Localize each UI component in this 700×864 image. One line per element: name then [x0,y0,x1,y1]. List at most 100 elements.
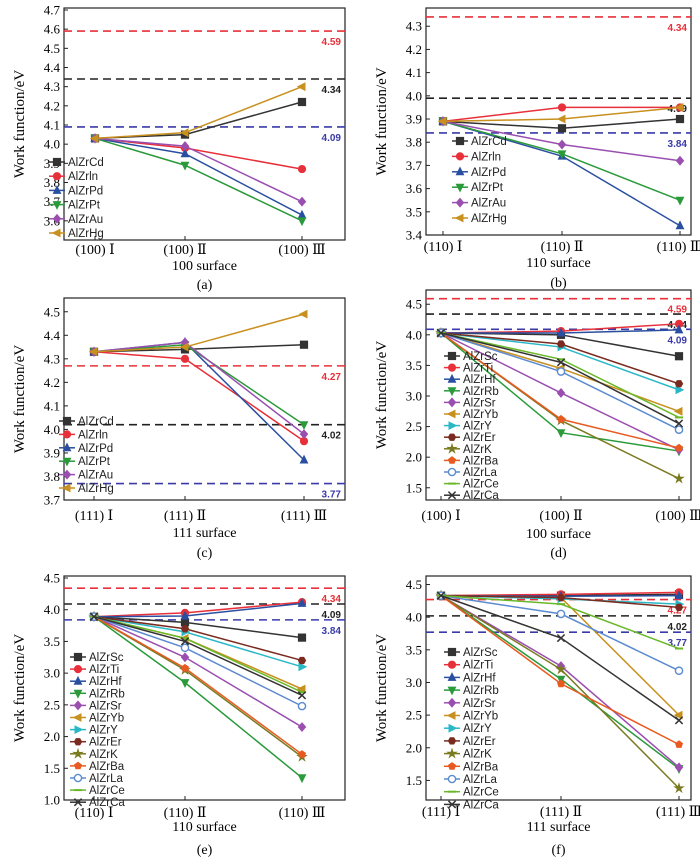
data-point [674,380,684,388]
legend-marker [447,387,457,397]
data-point [436,328,446,338]
reference-line-label: 4.59 [668,305,688,316]
plot-frame [425,575,692,801]
series-line-AlZrK [93,616,303,758]
legend-marker [446,711,456,720]
legend-marker [447,397,457,408]
data-point [89,134,99,143]
legend-marker [447,660,457,669]
x-tick-label: (110) Ⅰ [75,806,114,821]
data-point [180,148,190,158]
data-point [296,82,306,92]
legend-entry: AlZrHg [78,483,114,495]
y-tick-label: 4.0 [44,602,60,617]
legend-entry: AlZrRb [463,386,499,398]
data-point [673,710,683,720]
y-tick-label: 3.9 [406,112,422,127]
y-tick-label: 4.5 [44,41,60,56]
data-point [556,387,566,398]
legend-marker [455,197,465,208]
y-tick-label: 4.0 [406,88,422,103]
y-tick-label: 4.4 [44,328,61,343]
legend-entry: AlZrHf [463,672,496,684]
legend-marker [62,430,72,439]
y-axis-label: Work function/eV [12,345,28,454]
data-point [556,358,566,367]
x-tick-label: (111) Ⅰ [422,805,460,820]
data-point [674,443,684,452]
y-tick-label: 3.5 [406,358,422,373]
data-point [675,114,685,124]
data-point [299,429,309,440]
x-tick-label: (110) Ⅰ [424,240,463,255]
y-tick-label: 1.5 [44,761,60,776]
data-point [180,354,190,363]
legend-entry: AlZrCd [68,157,104,169]
data-point [674,324,684,334]
y-tick-label: 3.0 [44,666,60,681]
surface-label: 111 surface [173,526,237,541]
surface-label: 100 surface [526,527,591,542]
legend-marker [447,737,457,745]
data-point [674,590,684,600]
data-point [180,141,190,152]
y-tick-label: 4.6 [44,22,61,37]
x-tick-label: (110) Ⅱ [164,806,207,821]
x-tick-label: (100) Ⅱ [539,509,582,524]
series-line-AlZrCd [94,101,303,140]
y-tick-label: 3.5 [44,634,60,649]
legend-entry: AlZrln [78,429,108,441]
data-point [180,625,190,633]
legend-entry: AlZrBa [89,761,125,773]
data-point [674,425,684,434]
legend-marker [447,351,457,361]
legend-entry: AlZrCe [89,785,125,797]
series-line-AlZrRb [93,616,303,779]
legend-entry: AlZrPd [68,185,103,197]
legend-entry: AlZrCd [471,136,507,148]
legend-entry: AlZrln [471,151,501,163]
data-point [674,716,684,725]
legend-entry: AlZrCa [463,799,499,811]
y-axis-label: Work function/eV [374,341,390,450]
legend-marker [72,713,82,722]
legend-marker [447,686,457,696]
legend-marker [455,166,465,176]
data-point [674,603,684,612]
legend-entry: AlZrHg [471,213,507,225]
legend-entry: AlZrCa [89,797,125,809]
y-tick-label: 3.8 [44,469,60,484]
legend-entry: AlZrLa [463,467,497,479]
legend-entry: AlZrSr [89,700,122,712]
legend-marker [447,774,457,784]
legend-marker [447,491,457,500]
plot-frame [63,7,346,241]
data-point [179,128,189,138]
data-point [673,472,685,484]
data-point [556,679,566,688]
series-line-AlZrPd [93,341,305,461]
reference-line-label: 4.09 [322,610,342,621]
legend-marker [62,442,72,452]
data-point [557,103,567,112]
legend-entry: AlZrY [463,723,492,735]
legend-entry: AlZrTi [89,664,119,676]
legend-marker [73,665,83,674]
legend-entry: AlZrEr [463,432,496,444]
reference-line-label: 3.84 [668,139,688,150]
legend-entry: AlZrSr [463,698,496,710]
data-point [180,161,190,171]
data-point [674,352,684,361]
reference-line-label: 4.09 [322,133,342,144]
plot-frame [63,297,346,501]
legend-entry: AlZrYb [89,713,124,725]
data-point [179,342,189,352]
data-point [88,347,98,357]
y-axis-label: Work function/eV [374,634,390,743]
reference-line-label: 4.34 [322,594,342,605]
data-point [298,309,308,319]
y-axis-label: Work function/eV [374,67,390,176]
data-point [556,340,566,348]
legend-entry: AlZrK [89,749,118,761]
